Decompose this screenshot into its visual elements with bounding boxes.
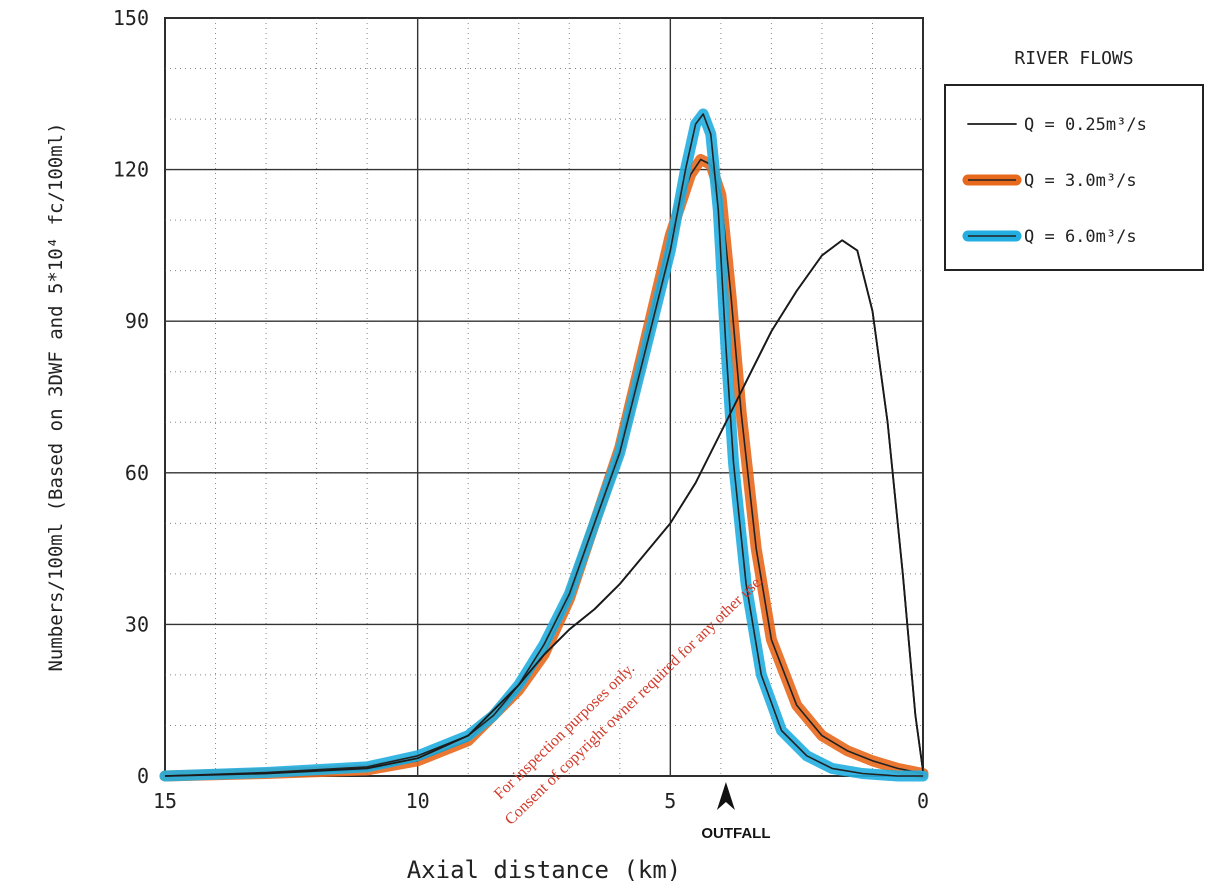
y-tick-label: 150: [113, 6, 149, 30]
series-line-overlay: [164, 239, 924, 777]
y-tick-label: 90: [125, 309, 149, 333]
x-tick-label: 5: [664, 789, 676, 813]
y-tick-label: 0: [137, 764, 149, 788]
legend-items: Q = 0.25m³/s Q = 3.0m³/s Q = 6.0m³/s: [962, 115, 1147, 247]
series-centerline: [164, 113, 923, 777]
x-tick-label: 0: [917, 789, 929, 813]
series-line: [159, 108, 929, 782]
x-axis-title: Axial distance (km): [407, 856, 682, 884]
legend-label: Q = 3.0m³/s: [1024, 171, 1137, 191]
y-tick-label: 30: [125, 612, 149, 636]
legend-title: RIVER FLOWS: [1014, 48, 1133, 69]
y-tick-label: 120: [113, 158, 149, 182]
x-tick-label: 10: [406, 789, 430, 813]
watermark-line-1: For inspection purposes only.: [491, 660, 638, 803]
series-centerline: [164, 158, 924, 777]
x-tick-labels: 15 10 5 0: [153, 789, 929, 813]
y-tick-labels: 0 30 60 90 120 150: [113, 6, 149, 788]
legend-label: Q = 0.25m³/s: [1024, 115, 1147, 135]
y-axis-title: Numbers/100ml (Based on 3DWF and 5*10⁴ f…: [45, 122, 67, 671]
outfall-arrow-icon: [716, 782, 735, 810]
outfall-annotation: OUTFALL: [701, 782, 770, 842]
outfall-label: OUTFALL: [701, 825, 770, 842]
series-layer: [159, 108, 929, 782]
series-line: [159, 154, 929, 782]
legend-label: Q = 6.0m³/s: [1024, 227, 1137, 247]
y-tick-label: 60: [125, 461, 149, 485]
x-tick-label: 15: [153, 789, 177, 813]
